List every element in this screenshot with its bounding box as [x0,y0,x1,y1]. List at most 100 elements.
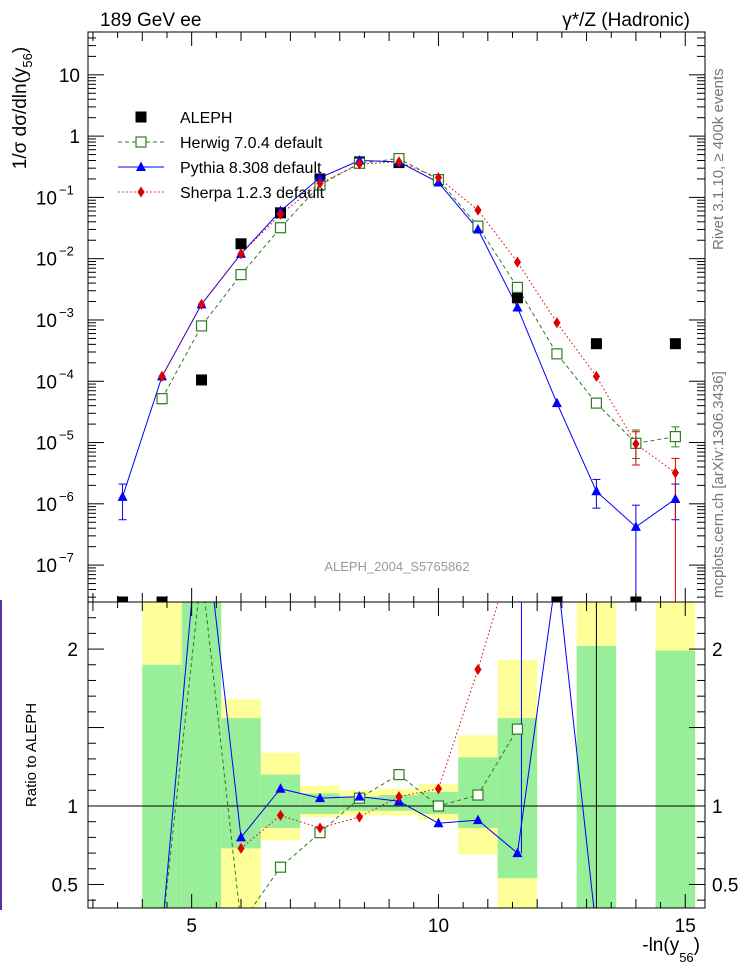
point-herwig [235,268,247,281]
point-sherpa [197,298,206,310]
y-tick-label: 10 [36,372,57,393]
point-aleph [117,596,129,602]
point-aleph [511,292,523,304]
point-pythia [591,485,602,496]
svg-text:-ln(y56): -ln(y56) [642,935,700,965]
ratio-y-tick-label: 2 [67,640,78,661]
ratio-point-herwig [472,789,484,801]
header-left: 189 GeV ee [100,10,201,31]
point-sherpa [316,177,324,189]
point-pythia [117,491,128,501]
ratio-line-herwig [164,602,518,908]
band-green-2 [221,718,261,849]
point-sherpa [158,370,166,382]
legend-label-herwig: Herwig 7.0.4 default [180,135,323,152]
xlabel: -ln(y56) [642,935,700,965]
y-tick-exponent: −2 [59,244,74,259]
point-sherpa [434,172,443,184]
point-aleph [196,374,208,386]
mcplots-label-text: mcplots.cern.ch [arXiv:1306.3436] [710,371,727,598]
point-aleph [590,338,602,350]
ratio-ylabel-text: Ratio to ALEPH [23,703,40,807]
y-tick-label: 10 [36,495,57,516]
point-herwig [590,397,603,409]
point-pythia [314,172,325,182]
rivet-label: Rivet 3.1.10, ≥ 400k events [710,68,727,250]
xlabel-pre: -ln(y [642,935,679,956]
band-green-1 [181,602,222,908]
legend-label-pythia: Pythia 8.308 default [180,160,322,177]
main-line-sherpa [161,161,676,474]
point-pythia [630,521,641,531]
ratio-point-pythia [433,817,444,828]
y-tick-label: 10 [36,250,57,271]
ratio-point-sherpa [395,791,403,803]
ratio-point-pythia [472,814,483,825]
point-sherpa [592,370,601,382]
ratio-point-pythia [512,847,523,858]
main-ylabel-pre: 1/σ dσ/dln(y [10,67,31,169]
ratio-y-tick-label-right: 2 [712,640,723,661]
point-sherpa [474,204,482,216]
point-pythia [472,223,483,234]
point-sherpa [355,158,364,170]
ratio-point-sherpa [237,842,245,854]
main-ylabel-sub: 56 [20,53,35,67]
analysis-id: ALEPH_2004_S5765862 [324,559,469,574]
point-herwig [274,222,287,234]
ratio-point-sherpa [316,822,324,834]
main-ylabel-post: ) [10,47,31,53]
header-right: γ*/Z (Hadronic) [562,10,690,31]
point-sherpa [513,256,522,268]
ratio-point-sherpa [355,811,364,823]
ratio-uncertainty-bands [142,602,696,908]
y-tick-label: 1 [69,127,80,148]
legend-marker-sherpa [137,186,145,198]
ratio-point-herwig [393,769,405,781]
main-series [117,152,681,602]
legend-marker-herwig [135,136,147,148]
point-herwig [669,430,681,443]
ratio-ylabel: Ratio to ALEPH [23,703,40,807]
point-sherpa [671,467,679,479]
main-line-herwig [161,158,676,444]
ratio-y-tick-label: 0.5 [52,875,78,896]
y-tick-label: 10 [59,66,80,87]
ratio-frame [87,601,706,909]
ratio-point-herwig [432,800,445,812]
point-sherpa [395,156,403,168]
legend-marker-aleph [135,111,147,123]
ratio-point-herwig [511,723,524,735]
point-pythia [512,301,523,312]
ratio-point-sherpa [434,783,443,795]
band-green-0 [142,664,182,908]
band-green-4 [300,793,340,814]
point-herwig [195,320,208,332]
point-herwig [156,393,168,405]
mcplots-label: mcplots.cern.ch [arXiv:1306.3436] [710,371,727,598]
point-aleph [235,238,247,250]
y-tick-exponent: −4 [59,366,74,381]
y-tick-exponent: −3 [59,305,74,320]
ratio-point-pythia [275,783,286,793]
point-sherpa [276,208,285,220]
y-tick-label: 10 [36,434,57,455]
ratio-line-sherpa [240,602,499,849]
ratio-point-pythia [236,831,247,842]
svg-text:1/σ dσ/dln(y56): 1/σ dσ/dln(y56) [10,47,35,169]
legend-label-sherpa: Sherpa 1.2.3 default [180,185,325,202]
ratio-point-pythia [314,792,325,803]
point-aleph [551,596,563,602]
ratio-series [163,602,597,908]
band-green-11 [655,650,696,908]
y-tick-exponent: −7 [59,550,74,565]
point-pythia [670,493,681,503]
point-sherpa [553,317,561,329]
ratio-point-sherpa [474,663,482,675]
y-tick-exponent: −5 [59,428,74,443]
main-ylabel: 1/σ dσ/dln(y56) [10,47,35,169]
x-tick-label: 10 [428,916,449,937]
rivet-label-text: Rivet 3.1.10, ≥ 400k events [710,68,727,250]
